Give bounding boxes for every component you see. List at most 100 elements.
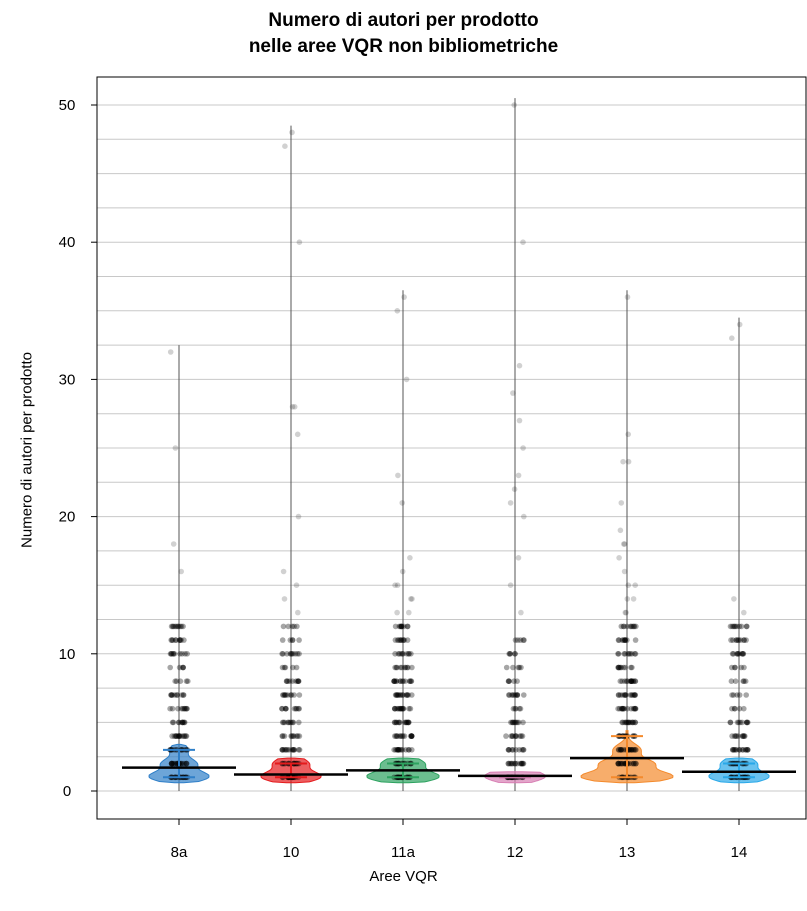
x-tick-label: 11a [391,844,416,861]
data-point [619,705,625,712]
data-point [295,678,302,684]
data-point [181,733,187,739]
data-point [517,637,524,643]
data-point [741,637,747,643]
data-point [505,678,512,684]
data-point [282,705,289,712]
data-point [295,678,302,684]
data-point [296,705,303,712]
data-point [632,692,639,698]
data-point [617,760,624,767]
data-point [394,747,400,753]
data-point [172,692,178,698]
data-point [740,747,746,753]
data-point [397,678,404,684]
data-point [179,719,186,726]
data-point [182,651,188,657]
data-point [729,664,735,671]
data-point [507,500,514,506]
data-point [406,609,412,616]
data-point [739,651,745,657]
data-point [284,747,291,753]
data-point [399,678,406,684]
data-point [279,719,286,726]
data-point [623,692,629,698]
data-point [620,705,626,712]
data-point [405,747,412,753]
data-point [509,733,516,739]
data-point [733,637,740,643]
data-point [736,692,743,698]
data-point [174,692,180,698]
data-point [293,705,299,712]
data-point [632,719,639,726]
data-point [619,678,625,684]
data-point [506,692,512,698]
data-point [172,760,178,767]
data-point [516,719,522,726]
data-point [178,568,184,575]
data-point [512,719,518,726]
data-point [295,733,301,739]
data-point [181,719,188,726]
data-point [736,719,742,726]
data-point [282,747,289,753]
data-point [628,705,634,712]
data-point [400,637,407,643]
data-point [400,692,406,698]
data-point [404,664,411,671]
data-point [399,692,406,698]
data-point [393,719,400,726]
data-point [289,651,295,657]
data-point [401,637,408,643]
data-point [633,760,639,767]
data-point [398,637,405,643]
data-point [395,637,402,643]
data-point [731,623,738,630]
data-point [290,719,297,726]
data-point [405,719,411,726]
data-point [296,651,302,657]
data-point [403,719,410,726]
data-point [615,651,622,657]
data-point [513,733,519,739]
data-point [169,692,176,698]
data-point [727,719,734,726]
data-point [409,596,415,602]
x-tick-label: 14 [731,844,748,861]
data-point [396,623,403,630]
data-point [394,308,401,314]
data-point [618,705,625,712]
data-point [179,719,185,726]
data-point [628,747,635,753]
data-point [621,623,627,630]
data-point [619,719,625,726]
data-point [621,651,627,657]
data-point [281,596,288,602]
data-point [512,651,518,657]
data-point [395,705,402,712]
chart-title-line-1: Numero di autori per prodotto [268,10,539,31]
data-point [401,733,408,739]
data-point [284,651,290,657]
data-point [520,760,526,767]
data-point [729,335,735,342]
data-point [617,692,624,698]
data-point [279,747,285,753]
data-point [168,760,175,767]
data-point [296,692,303,698]
data-point [507,651,513,657]
data-point [742,733,748,739]
data-point [169,719,176,726]
data-point [181,637,187,643]
data-point [285,719,292,726]
data-point [731,705,738,712]
data-point [511,102,517,108]
data-point [625,458,632,465]
data-point [744,747,751,753]
data-point [280,651,286,657]
data-point [393,733,399,739]
data-point [632,747,638,753]
data-point [632,719,638,726]
